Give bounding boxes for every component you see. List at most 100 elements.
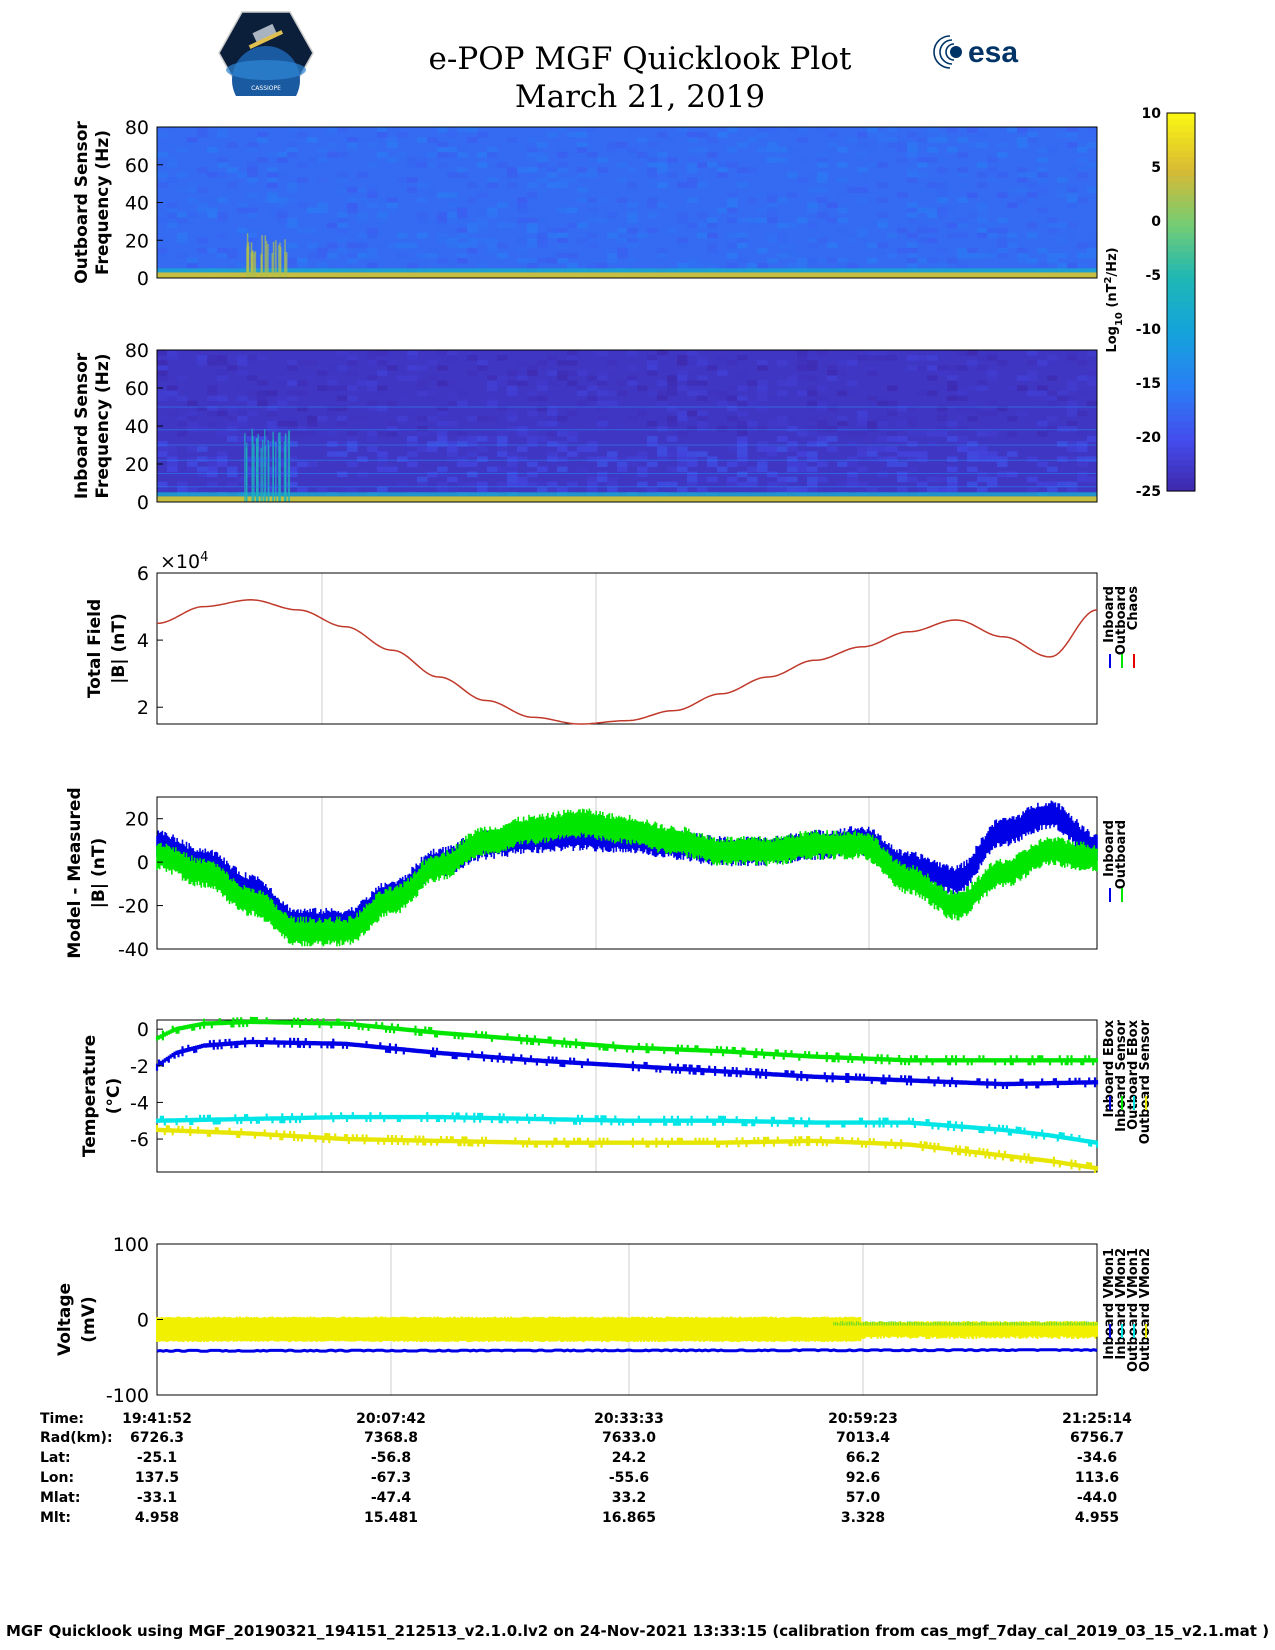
inboard-spectrogram-pixel	[527, 481, 538, 488]
outboard-spectrogram-pixel	[207, 197, 218, 203]
outboard-spectrogram-pixel	[407, 157, 418, 163]
colorbar-swatch	[1167, 220, 1195, 227]
outboard-spectrogram-pixel	[387, 197, 398, 203]
inboard-spectrogram-pixel	[497, 405, 508, 412]
inboard-spectrogram-pixel	[637, 466, 648, 473]
outboard-spectrogram-image	[157, 127, 1098, 279]
inboard-spectrogram-pixel	[167, 390, 178, 397]
outboard-spectrogram-pixel	[1017, 187, 1028, 193]
inboard-spectrogram-pixel	[1067, 400, 1078, 407]
inboard-spectrogram-pixel	[897, 451, 908, 457]
inboard-spectrogram-pixel	[847, 380, 858, 386]
outboard-spectrogram-pixel	[547, 252, 558, 259]
inboard-spectrogram-pixel	[757, 395, 768, 402]
inboard-spectrogram-pixel	[817, 350, 828, 356]
inboard-spectrogram-pixel	[437, 365, 448, 371]
outboard-spectrogram-pixel	[597, 167, 608, 173]
inboard-spectrogram-pixel	[447, 380, 458, 386]
inboard-spectrogram-pixel	[777, 360, 788, 366]
total-field-chaos-line	[156, 599, 1098, 725]
outboard-spectrogram-pixel	[627, 187, 638, 193]
outboard-spectrogram-pixel	[197, 157, 208, 163]
inboard-spectrogram-burst-line	[278, 432, 280, 502]
inboard-spectrogram-pixel	[947, 370, 958, 376]
outboard-spectrogram-pixel	[867, 197, 878, 203]
outboard-spectrogram-pixel	[977, 142, 988, 148]
inboard-spectrogram-pixel	[1077, 456, 1088, 462]
ephemeris-value: 57.0	[845, 1490, 881, 1506]
inboard-spectrogram-pixel	[987, 476, 998, 483]
outboard-spectrogram-pixel	[197, 247, 208, 254]
outboard-spectrogram-pixel	[457, 207, 468, 214]
outboard-spectrogram-pixel	[627, 167, 638, 173]
outboard-spectrogram-pixel	[767, 192, 778, 198]
inboard-spectrogram-pixel	[347, 441, 358, 447]
temperature-legend-entry: Outboard EBox	[1126, 1019, 1141, 1129]
outboard-spectrogram-pixel	[1087, 187, 1098, 193]
inboard-spectrogram-pixel	[637, 456, 648, 462]
inboard-spectrogram-pixel	[537, 360, 548, 366]
outboard-spectrogram-pixel	[797, 257, 808, 264]
inboard-spectrogram-pixel	[667, 420, 678, 427]
outboard-spectrogram-pixel	[427, 152, 438, 158]
outboard-spectrogram-pixel	[717, 202, 728, 209]
outboard-spectrogram-pixel	[987, 227, 998, 234]
outboard-spectrogram-pixel	[357, 187, 368, 193]
inboard-spectrogram-pixel	[967, 405, 978, 412]
inboard-spectrogram-pixel	[167, 461, 178, 468]
inboard-spectrogram-pixel	[557, 360, 568, 366]
outboard-spectrogram-pixel	[167, 217, 178, 224]
outboard-spectrogram-pixel	[627, 217, 638, 224]
outboard-spectrogram-pixel	[487, 247, 498, 254]
inboard-spectrogram-pixel	[1087, 476, 1098, 483]
outboard-spectrogram-pixel	[977, 252, 988, 259]
inboard-spectrogram-pixel	[977, 471, 988, 478]
inboard-spectrogram-pixel	[1037, 431, 1048, 437]
inboard-spectrogram-pixel	[1037, 420, 1048, 427]
outboard-spectrogram-pixel	[927, 157, 938, 163]
inboard-spectrogram-pixel	[387, 400, 398, 407]
inboard-spectrogram-pixel	[227, 355, 238, 361]
inboard-spectrogram-pixel	[227, 431, 238, 437]
outboard-spectrogram-pixel	[787, 252, 798, 259]
inboard-spectrogram-pixel	[1047, 360, 1058, 366]
outboard-spectrogram-pixel	[677, 187, 688, 193]
inboard-spectrogram-pixel	[277, 395, 288, 402]
inboard-spectrogram-pixel	[987, 410, 998, 417]
voltage-yellow-path	[156, 1316, 1098, 1343]
colorbar-swatch	[1167, 428, 1195, 435]
colorbar-swatch	[1167, 339, 1195, 347]
outboard-spectrogram-burst-line	[247, 242, 250, 278]
inboard-spectrogram-pixel	[737, 360, 748, 366]
outboard-spectrogram-pixel	[557, 147, 568, 153]
inboard-spectrogram-pixel	[947, 350, 958, 356]
temperature-ytick-label: -6	[130, 1129, 149, 1151]
model-measured-ylabel-1: Model - Measured	[65, 787, 85, 958]
outboard-spectrogram-pixel	[647, 197, 658, 203]
colorbar-swatch	[1167, 182, 1195, 190]
inboard-spectrogram-pixel	[257, 431, 268, 437]
outboard-spectrogram-pixel	[1067, 187, 1078, 193]
inboard-spectrogram-pixel	[637, 471, 648, 478]
outboard-spectrogram-pixel	[397, 152, 408, 158]
outboard-spectrogram-pixel	[697, 182, 708, 188]
inboard-spectrogram-pixel	[957, 415, 968, 422]
page-title: e-POP MGF Quicklook Plot March 21, 2019	[340, 40, 940, 116]
inboard-spectrogram-pixel	[627, 365, 638, 371]
inboard-spectrogram-pixel	[867, 486, 878, 493]
inboard-spectrogram-pixel	[807, 390, 818, 397]
outboard-spectrogram-pixel	[177, 232, 188, 239]
inboard-spectrogram-pixel	[487, 436, 498, 442]
inboard-spectrogram-pixel	[437, 471, 448, 478]
inboard-spectrogram-pixel	[547, 441, 558, 447]
outboard-spectrogram-pixel	[857, 227, 868, 234]
outboard-spectrogram-pixel	[627, 257, 638, 264]
outboard-spectrogram-pixel	[307, 227, 318, 234]
inboard-spectrogram-pixel	[607, 476, 618, 483]
inboard-spectrogram-pixel	[997, 456, 1008, 462]
inboard-spectrogram-pixel	[257, 436, 268, 442]
outboard-spectrogram-pixel	[617, 237, 628, 244]
inboard-spectrogram-pixel	[737, 385, 748, 392]
voltage-ylabel-1: Voltage	[55, 1283, 75, 1356]
inboard-spectrogram-pixel	[687, 456, 698, 462]
